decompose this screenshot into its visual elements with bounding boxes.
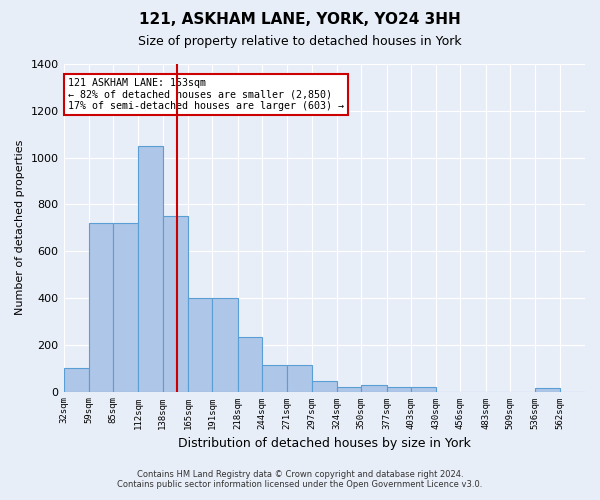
Bar <box>89 223 113 392</box>
Bar <box>113 223 139 392</box>
Text: Contains HM Land Registry data © Crown copyright and database right 2024.
Contai: Contains HM Land Registry data © Crown c… <box>118 470 482 489</box>
Bar <box>287 364 311 392</box>
Text: 121, ASKHAM LANE, YORK, YO24 3HH: 121, ASKHAM LANE, YORK, YO24 3HH <box>139 12 461 28</box>
Bar <box>311 381 337 392</box>
Bar <box>238 336 262 392</box>
Bar <box>212 298 238 392</box>
Bar <box>139 146 163 392</box>
Y-axis label: Number of detached properties: Number of detached properties <box>15 140 25 316</box>
Bar <box>411 387 436 392</box>
Bar <box>361 384 386 392</box>
Bar <box>64 368 89 392</box>
Bar <box>163 216 188 392</box>
Bar <box>262 364 287 392</box>
Text: Size of property relative to detached houses in York: Size of property relative to detached ho… <box>138 35 462 48</box>
Bar <box>337 387 361 392</box>
Bar <box>535 388 560 392</box>
X-axis label: Distribution of detached houses by size in York: Distribution of detached houses by size … <box>178 437 471 450</box>
Bar <box>188 298 212 392</box>
Text: 121 ASKHAM LANE: 153sqm
← 82% of detached houses are smaller (2,850)
17% of semi: 121 ASKHAM LANE: 153sqm ← 82% of detache… <box>68 78 344 111</box>
Bar <box>386 387 411 392</box>
